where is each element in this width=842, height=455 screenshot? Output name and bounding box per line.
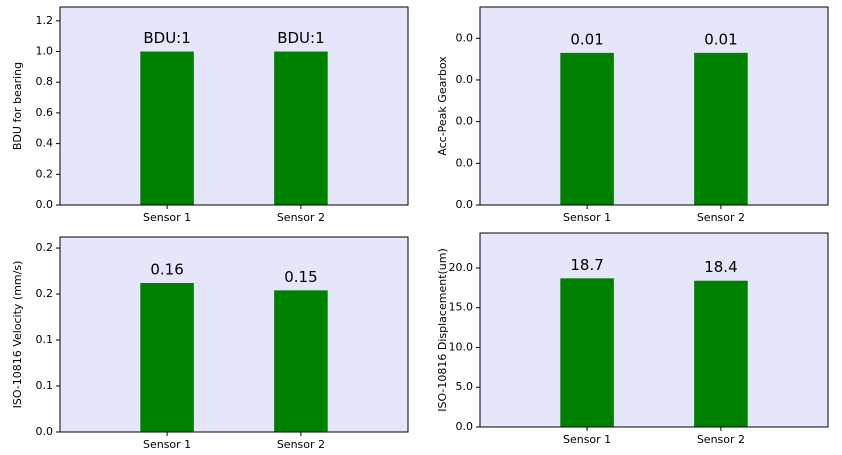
value-label: 18.4 — [704, 258, 737, 276]
y-tick-label: 5.0 — [456, 380, 474, 393]
y-tick-label: 0.2 — [36, 287, 54, 300]
x-tick-label: Sensor 2 — [697, 211, 745, 224]
value-label: BDU:1 — [143, 29, 190, 47]
value-label: 0.15 — [284, 268, 317, 286]
subplot: 0.0 0.2 0.4 0.6 0.8 1.0 1.2 BDU:1 Sensor 1 BDU:1 S… — [11, 6, 409, 224]
value-label: 0.01 — [704, 30, 737, 48]
subplot: 0.0 0.0 0.0 0.0 0.0 0.01 Sensor 1 0.01 Sensor 2 A… — [436, 6, 829, 224]
x-tick-label: Sensor 2 — [277, 211, 325, 224]
plot-frame — [59, 236, 409, 433]
y-tick-label: 0.0 — [456, 198, 474, 211]
y-tick-label: 0.0 — [456, 115, 474, 128]
plot-area — [60, 237, 408, 432]
value-label: BDU:1 — [277, 29, 324, 47]
plot-frame — [479, 6, 829, 206]
y-tick-label: 0.2 — [36, 167, 54, 180]
y-axis-label: BDU for bearing — [11, 62, 24, 150]
bar — [274, 51, 328, 205]
x-tick-label: Sensor 1 — [143, 438, 191, 451]
value-label: 18.7 — [570, 256, 603, 274]
y-tick-label: 0.1 — [36, 333, 54, 346]
y-tick-label: 0.0 — [456, 73, 474, 86]
y-tick-label: 0.8 — [36, 75, 54, 88]
bar — [274, 290, 328, 432]
x-tick-label: Sensor 1 — [563, 211, 611, 224]
bar — [694, 52, 748, 205]
x-tick-label: Sensor 1 — [563, 433, 611, 446]
y-tick-label: 0.1 — [36, 379, 54, 392]
y-axis-label: ISO-10816 Velocity (mm/s) — [11, 261, 24, 409]
x-tick-label: Sensor 2 — [697, 433, 745, 446]
plot-area — [60, 7, 408, 205]
plot-area — [480, 7, 828, 205]
y-axis-label: ISO-10816 Displacement(um) — [436, 248, 449, 412]
y-tick-label: 0.0 — [36, 198, 54, 211]
y-tick-label: 15.0 — [449, 301, 474, 314]
y-tick-label: 1.0 — [36, 45, 54, 58]
y-tick-label: 0.0 — [456, 156, 474, 169]
x-tick-label: Sensor 2 — [277, 438, 325, 451]
x-tick-label: Sensor 1 — [143, 211, 191, 224]
bar — [560, 278, 614, 427]
value-label: 0.01 — [570, 30, 603, 48]
y-tick-label: 0.6 — [36, 106, 54, 119]
subplot: 0.0 5.0 10.0 15.0 20.0 18.7 Sensor 1 18.4 Sensor… — [436, 232, 829, 446]
y-axis-label: Acc-Peak Gearbox — [436, 56, 449, 156]
y-tick-label: 0.0 — [456, 420, 474, 433]
plot-area — [480, 233, 828, 427]
y-tick-label: 20.0 — [449, 261, 474, 274]
bar — [560, 52, 614, 205]
y-tick-label: 0.0 — [456, 31, 474, 44]
plot-frame — [59, 6, 409, 206]
y-tick-label: 0.0 — [36, 425, 54, 438]
plot-frame — [479, 232, 829, 428]
bar — [694, 280, 748, 427]
subplot: 0.0 0.1 0.1 0.2 0.2 0.16 Sensor 1 0.15 Sensor 2 I… — [11, 236, 409, 451]
bar — [140, 51, 194, 205]
bar — [140, 282, 194, 432]
y-tick-label: 0.4 — [36, 137, 54, 150]
y-tick-label: 10.0 — [449, 340, 474, 353]
y-tick-label: 0.2 — [36, 241, 54, 254]
value-label: 0.16 — [150, 260, 183, 278]
y-tick-label: 1.2 — [36, 14, 54, 27]
